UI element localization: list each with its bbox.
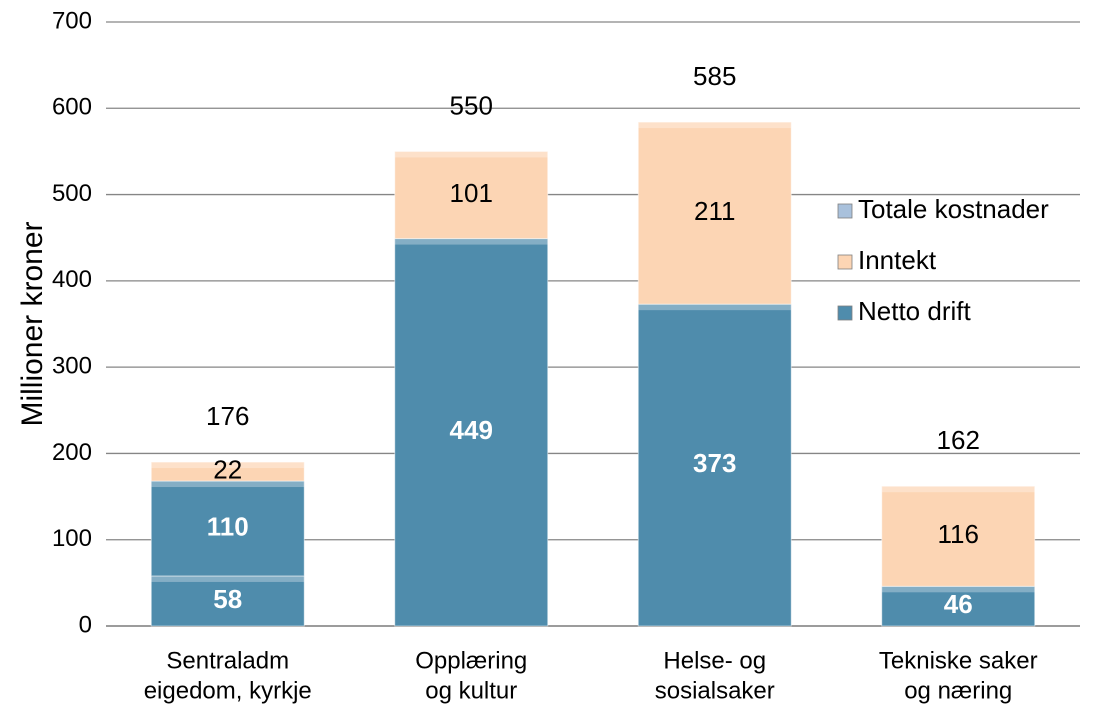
y-tick-label: 700 [52,7,92,34]
bar-segment [637,303,792,627]
bar-highlight [638,304,792,311]
y-tick-label: 400 [52,266,92,293]
total-label: 550 [450,90,493,120]
bar-highlight [151,481,305,488]
x-tick-label: Opplæring [415,647,527,674]
y-axis-title: Millioner kroner [16,221,49,426]
x-tick-label: og kultur [425,677,517,704]
x-tick-label: og næring [904,677,1012,704]
bar-segment [881,585,1036,627]
y-tick-label: 100 [52,525,92,552]
bar-segment [394,150,549,240]
y-tick-label: 500 [52,180,92,207]
legend-label: Netto drift [858,296,971,326]
x-tick-label: sosialsaker [655,677,775,704]
data-label: 101 [450,178,493,208]
data-label: 58 [213,584,242,614]
total-label: 162 [937,425,980,455]
bar-highlight [881,586,1035,593]
legend-swatch [837,254,853,270]
bar-segment [150,480,305,577]
bar-segment [881,485,1036,587]
legend-label: Inntekt [858,245,937,275]
bar-highlight [151,462,305,469]
data-label: 449 [450,415,493,445]
data-label: 373 [693,448,736,478]
bar-highlight [394,151,548,158]
data-label: 110 [207,511,249,541]
x-tick-label: Sentraladm [166,647,289,674]
x-tick-label: Helse- og [663,647,766,674]
y-tick-label: 0 [79,611,92,638]
y-tick-label: 200 [52,439,92,466]
bar-segment [394,238,549,627]
data-label: 46 [944,589,973,619]
legend-label: Totale kostnader [858,194,1049,224]
total-label: 585 [693,61,736,91]
bar-highlight [881,486,1035,493]
x-tick-label: eigedom, kyrkje [144,677,312,704]
bar-highlight [394,238,548,245]
x-tick-label: Tekniske saker [879,647,1038,674]
bar-segment [637,121,792,305]
data-label: 22 [213,454,242,484]
bar-highlight [151,575,305,582]
legend-swatch [837,203,853,219]
legend-swatch [837,305,853,321]
data-label: 211 [694,196,735,226]
y-tick-label: 600 [52,94,92,121]
bar-segment [150,575,305,627]
bar-highlight [638,122,792,129]
y-tick-label: 300 [52,352,92,379]
data-label: 116 [938,519,979,549]
bar-segment [150,461,305,482]
total-label: 176 [206,401,249,431]
